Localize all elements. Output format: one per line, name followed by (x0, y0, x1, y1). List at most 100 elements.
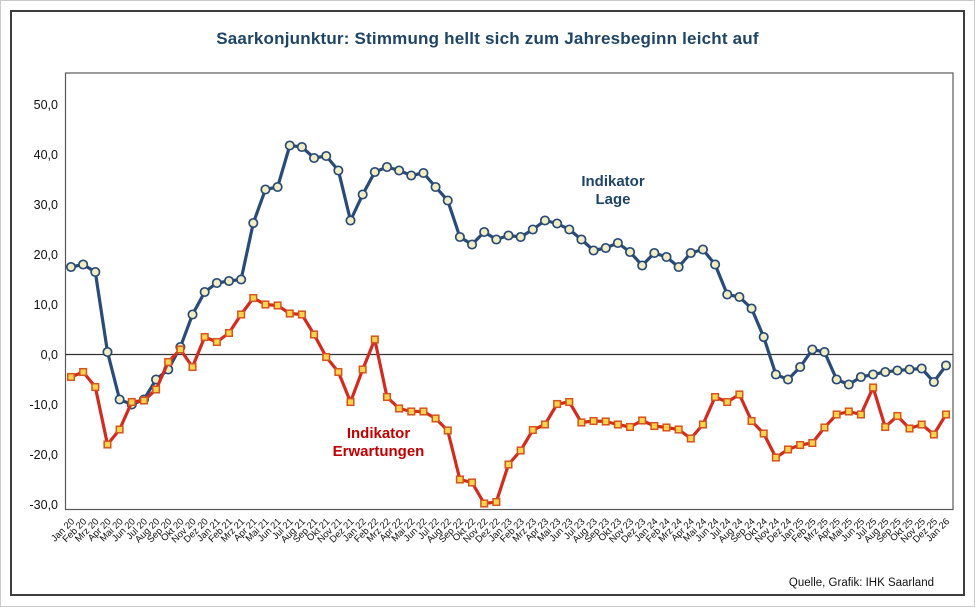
erwartungen-marker (224, 328, 234, 338)
erwartungen-marker (103, 440, 112, 449)
lage-marker (904, 364, 915, 375)
erwartungen-marker (127, 397, 136, 407)
erwartungen-marker (941, 410, 951, 419)
lage-marker (807, 344, 818, 355)
lage-marker (333, 165, 344, 176)
erwartungen-marker (516, 446, 525, 455)
lage-marker (309, 152, 320, 164)
erwartungen-marker (869, 383, 878, 392)
lage-marker (637, 260, 648, 271)
y-axis-tick-label: 10,0 (34, 298, 58, 312)
y-axis-tick-label: 40,0 (34, 148, 58, 162)
lage-marker (782, 374, 794, 385)
erwartungen-marker (783, 445, 793, 454)
lage-marker (685, 247, 696, 259)
erwartungen-marker (79, 367, 88, 377)
lage-marker (710, 259, 721, 270)
erwartungen-marker (577, 418, 586, 427)
erwartungen-marker (297, 310, 306, 319)
lage-marker (223, 275, 235, 287)
lage-marker (381, 161, 393, 173)
erwartungen-marker (261, 300, 270, 309)
erwartungen-marker (346, 397, 355, 407)
lage-marker (868, 369, 879, 380)
erwartungen-marker (237, 310, 246, 319)
erwartungen-marker (273, 301, 282, 310)
erwartungen-marker (407, 407, 416, 416)
legend-indikator-erwartungen: Indikator Erwartungen (296, 425, 461, 461)
erwartungen-marker (881, 422, 890, 432)
erwartungen-marker (735, 390, 744, 399)
erwartungen-marker (91, 382, 100, 392)
lage-marker (394, 165, 405, 176)
lage-marker (491, 234, 502, 245)
erwartungen-marker (759, 429, 768, 438)
lage-marker (345, 215, 356, 226)
erwartungen-marker (504, 460, 513, 469)
y-axis-tick-label: 0,0 (41, 348, 58, 362)
lage-marker (576, 234, 587, 245)
erwartungen-marker (686, 434, 695, 443)
erwartungen-marker (139, 396, 148, 405)
series-line-erwartungen (69, 296, 948, 506)
lage-marker (928, 376, 939, 388)
source-credit: Quelle, Grafik: IHK Saarland (788, 577, 934, 589)
lage-marker (454, 231, 465, 243)
y-axis-tick-label: -30,0 (30, 498, 59, 512)
lage-marker (734, 291, 745, 303)
lage-marker (357, 189, 368, 200)
erwartungen-marker (796, 440, 805, 450)
erwartungen-marker (771, 453, 780, 462)
erwartungen-marker (480, 499, 489, 508)
lage-marker (770, 369, 781, 380)
lage-marker (284, 140, 295, 151)
erwartungen-marker (443, 426, 452, 435)
lage-marker (442, 195, 453, 206)
outer-frame (10, 10, 965, 596)
erwartungen-marker (200, 332, 209, 342)
lage-marker (248, 217, 259, 229)
lage-marker (855, 371, 866, 383)
lage-marker (406, 170, 417, 181)
lage-marker (78, 259, 89, 270)
erwartungen-marker (540, 420, 550, 429)
lage-marker (369, 166, 380, 178)
y-axis-tick-label: 20,0 (34, 248, 58, 262)
y-axis-tick-label: 30,0 (34, 198, 58, 212)
lage-marker (916, 363, 927, 374)
y-axis-tick-label: -10,0 (30, 398, 59, 412)
lage-marker (819, 346, 830, 358)
erwartungen-marker (528, 425, 537, 435)
erwartungen-marker (698, 420, 707, 429)
lage-marker (758, 331, 769, 343)
erwartungen-marker (492, 497, 501, 507)
lage-marker (564, 224, 575, 235)
erwartungen-marker (395, 404, 404, 413)
erwartungen-marker (601, 417, 610, 426)
lage-marker (102, 346, 113, 358)
lage-marker (187, 309, 198, 320)
erwartungen-marker (431, 414, 440, 423)
erwartungen-marker (176, 345, 185, 354)
y-axis-tick-label: 50,0 (34, 98, 58, 112)
legend-erwartungen-line1: Indikator (346, 425, 411, 442)
lage-marker (199, 286, 210, 298)
erwartungen-marker (662, 423, 671, 432)
lage-marker (843, 379, 854, 390)
lage-marker (321, 150, 332, 162)
lage-marker (612, 237, 623, 249)
erwartungen-marker (455, 475, 464, 484)
lage-marker (746, 303, 757, 314)
erwartungen-marker (553, 399, 562, 409)
erwartungen-marker (638, 416, 647, 425)
lage-marker (466, 239, 478, 250)
lage-marker (503, 230, 514, 241)
erwartungen-marker (613, 420, 622, 429)
lage-marker (114, 394, 125, 405)
legend-erwartungen-line2: Erwartungen (332, 443, 425, 460)
erwartungen-marker (370, 335, 379, 344)
erwartungen-marker (905, 424, 914, 433)
erwartungen-marker (856, 410, 865, 419)
